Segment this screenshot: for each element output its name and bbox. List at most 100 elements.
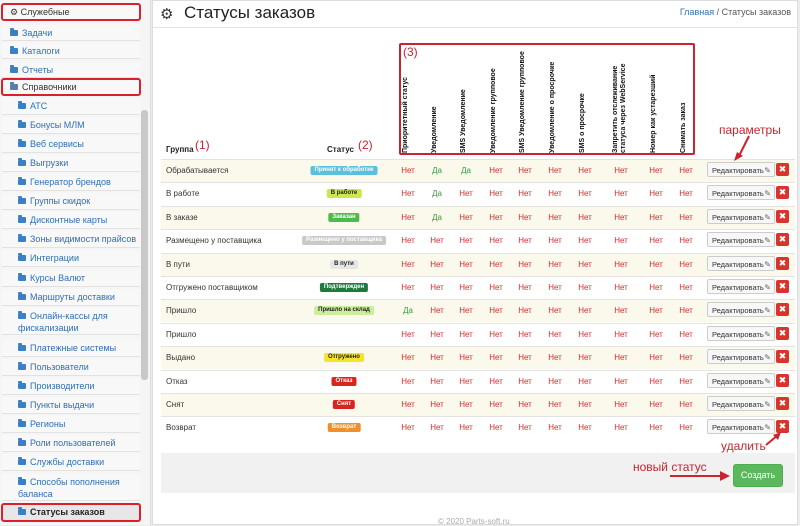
sidebar-item-19[interactable]: Производители	[2, 378, 140, 395]
flag-value: Да	[432, 212, 442, 222]
sidebar-item-13[interactable]: Интеграции	[2, 250, 140, 267]
sidebar-item-label: Каталоги	[22, 46, 60, 56]
delete-icon[interactable]: ✖	[776, 280, 789, 293]
edit-button[interactable]: Редактировать ✎	[707, 255, 775, 271]
status-badge: Принят к обработке	[310, 166, 378, 175]
sidebar-item-1[interactable]: Задачи	[2, 25, 140, 41]
delete-icon[interactable]: ✖	[776, 303, 789, 317]
flag-value: Нет	[518, 423, 532, 433]
sidebar-item-11[interactable]: Дисконтные карты	[2, 212, 140, 229]
flag-value: Нет	[548, 376, 562, 386]
delete-icon[interactable]: ✖	[776, 350, 789, 364]
edit-button[interactable]: Редактировать ✎	[707, 372, 775, 388]
sidebar-item-5[interactable]: АТС	[2, 98, 140, 115]
edit-button-label: Редактировать	[712, 423, 764, 433]
sidebar-item-2[interactable]: Каталоги	[2, 43, 140, 59]
flag-value: Нет	[518, 189, 532, 199]
edit-button[interactable]: Редактировать ✎	[707, 349, 775, 365]
sidebar-item-7[interactable]: Веб сервисы	[2, 136, 140, 153]
folder-icon	[18, 419, 26, 427]
flag-value: Нет	[489, 236, 503, 246]
flag-value: Нет	[578, 376, 592, 386]
flag-value: Нет	[401, 189, 415, 199]
flag-value: Нет	[649, 259, 663, 269]
sidebar-item-3[interactable]: Отчеты	[2, 62, 140, 78]
flag-value: Нет	[679, 212, 693, 222]
sidebar-item-25[interactable]: Статусы заказов	[1, 503, 141, 522]
flag-value: Нет	[614, 283, 628, 292]
edit-button[interactable]: Редактировать ✎	[707, 208, 775, 224]
folder-icon	[18, 381, 26, 389]
flag-value: Нет	[679, 400, 693, 409]
edit-button[interactable]: Редактировать ✎	[707, 279, 775, 294]
sidebar-item-9[interactable]: Генератор брендов	[2, 174, 140, 191]
edit-button[interactable]: Редактировать ✎	[707, 162, 775, 177]
flag-columns-highlight	[399, 43, 695, 155]
delete-icon[interactable]: ✖	[776, 397, 789, 410]
sidebar-item-label: Веб сервисы	[30, 139, 84, 149]
breadcrumb-home-link[interactable]: Главная	[679, 7, 715, 17]
delete-icon[interactable]: ✖	[776, 373, 789, 387]
sidebar-item-17[interactable]: Платежные системы	[2, 340, 140, 357]
sidebar-item-23[interactable]: Службы доставки	[2, 454, 140, 471]
sidebar-item-22[interactable]: Роли пользователей	[2, 435, 140, 452]
edit-button[interactable]: Редактировать ✎	[707, 185, 775, 201]
flag-value: Нет	[518, 236, 532, 246]
delete-icon[interactable]: ✖	[776, 420, 789, 434]
delete-icon[interactable]: ✖	[776, 186, 789, 200]
pencil-icon: ✎	[764, 236, 771, 246]
sidebar-scrollbar[interactable]	[141, 110, 148, 380]
gears-icon: ⚙	[160, 6, 174, 23]
edit-button[interactable]: Редактировать ✎	[707, 302, 775, 318]
flag-value: Нет	[489, 423, 503, 433]
delete-icon[interactable]: ✖	[776, 163, 789, 176]
delete-icon[interactable]: ✖	[776, 233, 789, 247]
sidebar-item-12[interactable]: Зоны видимости прайсов	[2, 231, 140, 248]
flag-value: Нет	[679, 353, 693, 363]
delete-arrow-icon	[765, 432, 781, 446]
sidebar-item-15[interactable]: Маршруты доставки	[2, 289, 140, 306]
flag-value: Нет	[401, 166, 415, 175]
folder-icon	[18, 101, 26, 109]
status-badge: Возврат	[327, 423, 361, 433]
delete-icon[interactable]: ✖	[776, 209, 789, 223]
sidebar-item-20[interactable]: Пункты выдачи	[2, 397, 140, 414]
flag-column-header-8: Номер как устарезший	[650, 74, 657, 153]
sidebar-item-18[interactable]: Пользователи	[2, 359, 140, 376]
flag-value: Нет	[614, 212, 628, 222]
sidebar-item-24[interactable]: Способы пополнения баланса	[2, 474, 140, 501]
status-badge: Подтвержден	[319, 283, 369, 292]
annotation-2: (2)	[358, 138, 373, 152]
edit-button[interactable]: Редактировать ✎	[707, 419, 775, 435]
sidebar-item-label: Способы пополнения баланса	[18, 477, 120, 499]
copyright: © 2020 Parts-soft.ru	[438, 517, 510, 526]
create-button[interactable]: Создать	[733, 464, 783, 487]
flag-value: Нет	[578, 353, 592, 363]
pencil-icon: ✎	[764, 212, 771, 222]
sidebar-item-label: Выгрузки	[30, 158, 69, 168]
flag-value: Нет	[649, 189, 663, 199]
edit-button[interactable]: Редактировать ✎	[707, 325, 775, 341]
sidebar-item-10[interactable]: Группы скидок	[2, 193, 140, 210]
group-name: Пришло	[166, 306, 197, 316]
sidebar-item-14[interactable]: Курсы Валют	[2, 270, 140, 287]
header-divider	[153, 27, 797, 28]
sidebar-item-6[interactable]: Бонусы МЛМ	[2, 117, 140, 134]
table-row: Отгружено поставщиком Подтвержден Нет Нет Не…	[161, 276, 795, 299]
edit-button[interactable]: Редактировать ✎	[707, 396, 775, 411]
pencil-icon: ✎	[764, 306, 771, 316]
sidebar-item-label: Генератор брендов	[30, 177, 111, 187]
edit-button[interactable]: Редактировать ✎	[707, 232, 775, 248]
flag-value: Нет	[401, 212, 415, 222]
sidebar-item-0[interactable]: ⚙ Служебные	[1, 3, 141, 21]
flag-column-header-6: SMS о просрочке	[579, 93, 586, 153]
edit-button-label: Редактировать	[712, 189, 764, 199]
sidebar-item-8[interactable]: Выгрузки	[2, 155, 140, 172]
flag-value: Нет	[518, 259, 532, 269]
flag-value: Нет	[401, 376, 415, 386]
sidebar-item-4[interactable]: Справочники	[1, 78, 141, 96]
delete-icon[interactable]: ✖	[776, 256, 789, 270]
sidebar-item-16[interactable]: Онлайн-кассы для фискализации	[2, 308, 140, 335]
delete-icon[interactable]: ✖	[776, 326, 789, 340]
sidebar-item-21[interactable]: Регионы	[2, 416, 140, 433]
